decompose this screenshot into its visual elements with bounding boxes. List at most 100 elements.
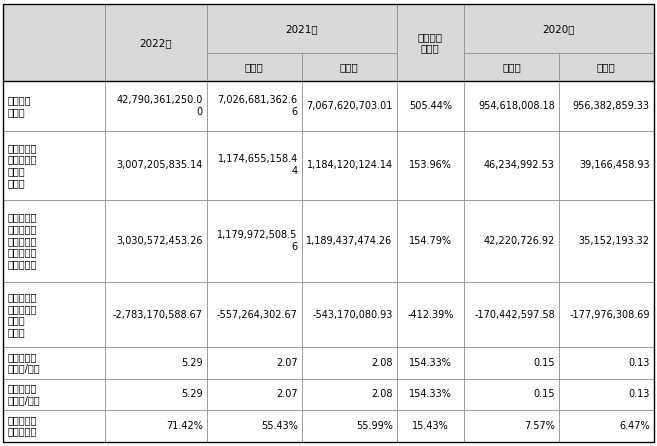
Bar (464, 347, 559, 379)
Text: 2022年: 2022年 (139, 38, 172, 48)
Bar (464, 410, 559, 442)
Bar (3, 282, 105, 347)
Bar (105, 4, 207, 81)
Bar (105, 410, 207, 442)
Bar (207, 81, 302, 131)
Text: 42,220,726.92: 42,220,726.92 (484, 236, 555, 246)
Text: 154.33%: 154.33% (409, 389, 452, 399)
Text: 154.33%: 154.33% (409, 358, 452, 368)
Text: 3,007,205,835.14: 3,007,205,835.14 (116, 160, 203, 170)
Text: -2,783,170,588.67: -2,783,170,588.67 (113, 310, 203, 319)
Text: 2.08: 2.08 (371, 358, 393, 368)
Bar (207, 379, 302, 410)
Bar (3, 379, 105, 410)
Text: 153.96%: 153.96% (409, 160, 452, 170)
Text: 39,166,458.93: 39,166,458.93 (579, 160, 650, 170)
Text: 55.43%: 55.43% (261, 421, 298, 431)
Text: 154.79%: 154.79% (409, 236, 452, 246)
Bar (397, 81, 464, 131)
Bar (302, 379, 397, 410)
Text: -557,264,302.67: -557,264,302.67 (217, 310, 298, 319)
Text: 5.29: 5.29 (181, 358, 203, 368)
Text: 营业收入
（元）: 营业收入 （元） (8, 95, 32, 117)
Bar (397, 282, 464, 347)
Text: 本年比上
年增减: 本年比上 年增减 (418, 32, 443, 54)
Text: 6.47%: 6.47% (619, 421, 650, 431)
Text: 1,174,655,158.4
4: 1,174,655,158.4 4 (217, 154, 298, 176)
Bar (397, 347, 464, 379)
Text: -170,442,597.58: -170,442,597.58 (474, 310, 555, 319)
Bar (3, 4, 105, 81)
Text: 2.08: 2.08 (371, 389, 393, 399)
Text: 5.29: 5.29 (181, 389, 203, 399)
Bar (397, 410, 464, 442)
Bar (207, 282, 302, 347)
Bar (302, 53, 397, 81)
Text: 1,184,120,124.14: 1,184,120,124.14 (307, 160, 393, 170)
Text: 调整前: 调整前 (502, 62, 521, 72)
Text: 954,618,008.18: 954,618,008.18 (478, 101, 555, 111)
Bar (207, 200, 302, 282)
Text: 46,234,992.53: 46,234,992.53 (484, 160, 555, 170)
Text: 505.44%: 505.44% (409, 101, 452, 111)
Bar (105, 200, 207, 282)
Text: 加权平均净
资产收益率: 加权平均净 资产收益率 (8, 415, 37, 437)
Text: 2.07: 2.07 (276, 358, 298, 368)
Text: 42,790,361,250.0
0: 42,790,361,250.0 0 (116, 95, 203, 117)
Text: 经营活动产
生的现金流
量净额
（元）: 经营活动产 生的现金流 量净额 （元） (8, 292, 37, 337)
Text: 0.13: 0.13 (628, 389, 650, 399)
Text: 调整后: 调整后 (597, 62, 616, 72)
Bar (302, 81, 397, 131)
Bar (207, 53, 302, 81)
Bar (397, 131, 464, 200)
Bar (302, 282, 397, 347)
Bar (105, 379, 207, 410)
Bar (302, 347, 397, 379)
Bar (3, 410, 105, 442)
Text: 3,030,572,453.26: 3,030,572,453.26 (116, 236, 203, 246)
Bar (559, 53, 654, 81)
Text: 956,382,859.33: 956,382,859.33 (573, 101, 650, 111)
Bar (105, 131, 207, 200)
Text: 1,179,972,508.5
6: 1,179,972,508.5 6 (217, 230, 298, 252)
Bar (207, 4, 397, 53)
Text: 2.07: 2.07 (276, 389, 298, 399)
Bar (105, 282, 207, 347)
Text: 稀释每股收
益（元/股）: 稀释每股收 益（元/股） (8, 384, 41, 405)
Text: 7,026,681,362.6
6: 7,026,681,362.6 6 (217, 95, 298, 117)
Bar (207, 131, 302, 200)
Bar (3, 131, 105, 200)
Bar (397, 4, 464, 81)
Text: 0.15: 0.15 (533, 389, 555, 399)
Text: 归属于上市
公司股东的
扣除非经常
性损益的净
利润（元）: 归属于上市 公司股东的 扣除非经常 性损益的净 利润（元） (8, 213, 37, 269)
Bar (559, 410, 654, 442)
Bar (397, 379, 464, 410)
Bar (302, 131, 397, 200)
Bar (207, 347, 302, 379)
Text: 35,152,193.32: 35,152,193.32 (579, 236, 650, 246)
Bar (464, 131, 559, 200)
Text: 1,189,437,474.26: 1,189,437,474.26 (306, 236, 393, 246)
Text: 调整前: 调整前 (245, 62, 263, 72)
Text: 基本每股收
益（元/股）: 基本每股收 益（元/股） (8, 352, 41, 374)
Bar (559, 347, 654, 379)
Text: 7.57%: 7.57% (524, 421, 555, 431)
Bar (3, 347, 105, 379)
Text: 调整后: 调整后 (340, 62, 359, 72)
Text: 0.15: 0.15 (533, 358, 555, 368)
Text: 7,067,620,703.01: 7,067,620,703.01 (306, 101, 393, 111)
Bar (105, 81, 207, 131)
Bar (464, 4, 654, 53)
Text: 15.43%: 15.43% (412, 421, 449, 431)
Bar (464, 200, 559, 282)
Text: -177,976,308.69: -177,976,308.69 (569, 310, 650, 319)
Bar (559, 379, 654, 410)
Text: -412.39%: -412.39% (407, 310, 453, 319)
Bar (464, 379, 559, 410)
Text: 2020年: 2020年 (543, 24, 575, 34)
Text: 0.13: 0.13 (628, 358, 650, 368)
Bar (207, 410, 302, 442)
Bar (397, 200, 464, 282)
Bar (464, 282, 559, 347)
Text: -543,170,080.93: -543,170,080.93 (312, 310, 393, 319)
